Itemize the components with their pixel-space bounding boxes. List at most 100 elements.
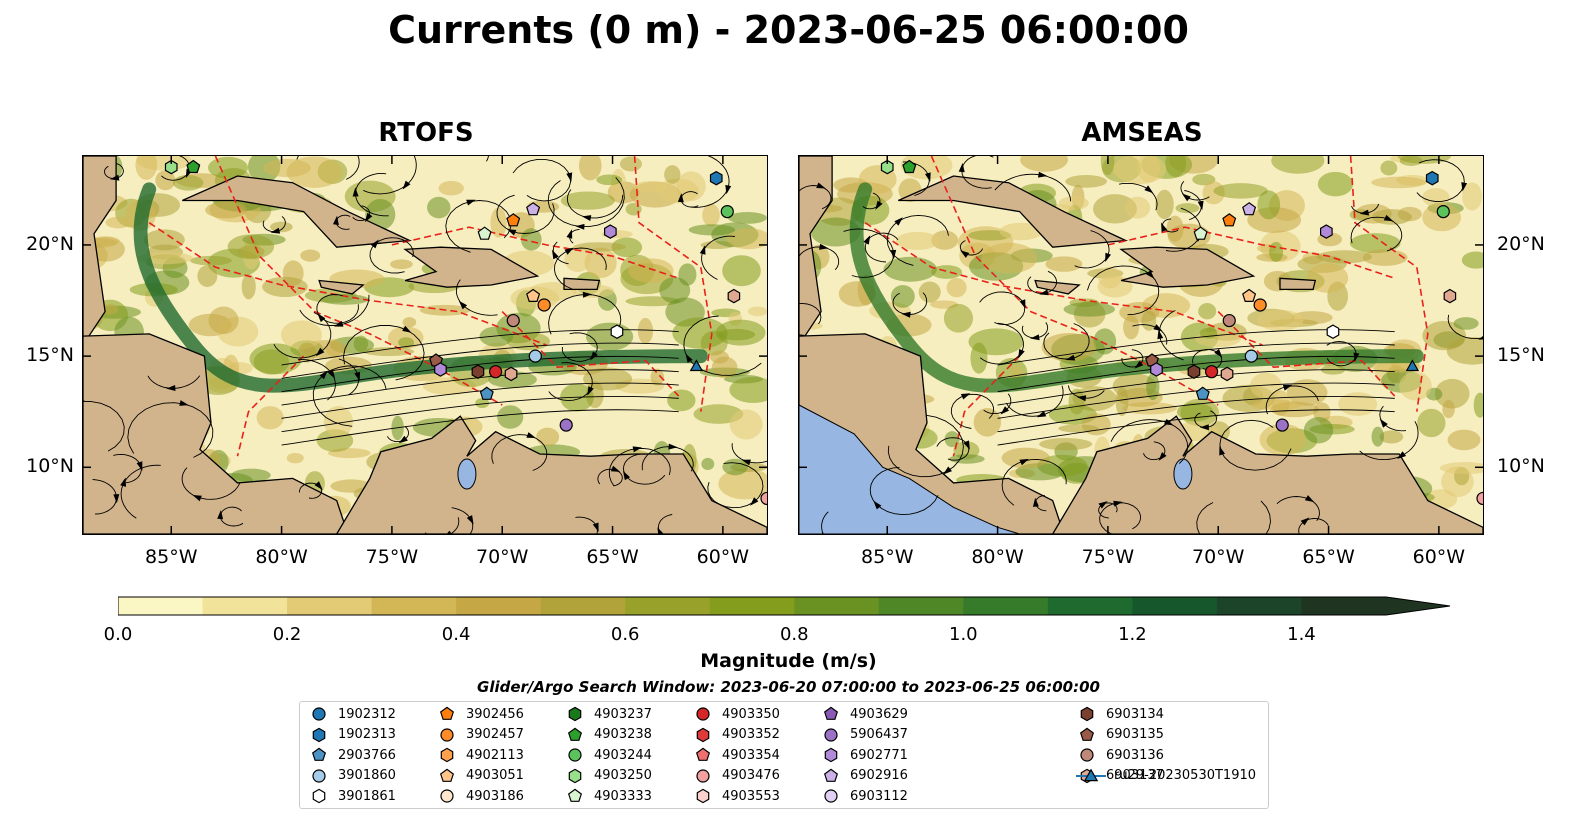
legend-marker-6903134 bbox=[1080, 706, 1094, 722]
float-marker-ru29-20230530T1910 bbox=[689, 359, 704, 372]
legend-item: 3902457 bbox=[436, 726, 524, 744]
float-marker-6903134 bbox=[1187, 364, 1201, 379]
legend-item: 4903186 bbox=[436, 787, 524, 805]
legend-label: 4903250 bbox=[594, 768, 652, 783]
legend-label: 1902312 bbox=[338, 706, 396, 722]
x-tick-panel-0: 60°W bbox=[696, 546, 750, 568]
lake-maracaibo bbox=[1173, 458, 1193, 490]
eez-boundaries bbox=[148, 156, 713, 457]
y-tick-left: 15°N bbox=[26, 344, 74, 367]
colorbar-frame bbox=[117, 596, 1451, 616]
float-marker-6903137 bbox=[1220, 366, 1234, 382]
legend-item: 6903112 bbox=[820, 787, 908, 805]
legend-marker-3901861 bbox=[312, 788, 326, 804]
float-marker-4903350 bbox=[1205, 365, 1219, 379]
float-marker-3901860 bbox=[1244, 349, 1258, 363]
eez-boundaries bbox=[864, 156, 1429, 457]
search-window-text: Glider/Argo Search Window: 2023-06-20 07… bbox=[477, 678, 1100, 696]
legend-item: 4902113 bbox=[436, 746, 524, 764]
landmass bbox=[1119, 246, 1256, 288]
legend-label: 4903333 bbox=[594, 788, 652, 804]
float-marker-4903333 bbox=[1193, 226, 1208, 240]
legend-label: 4903629 bbox=[850, 706, 908, 722]
landmass bbox=[318, 279, 365, 295]
float-marker-1902313 bbox=[709, 170, 723, 186]
landmass bbox=[182, 175, 413, 248]
border-ticks bbox=[83, 156, 767, 534]
x-tick-panel-0: 75°W bbox=[365, 546, 419, 568]
legend-item: 4903051 bbox=[436, 767, 524, 785]
float-marker-2903766 bbox=[1195, 386, 1210, 400]
colorbar-segment bbox=[540, 597, 626, 615]
float-marker-2903766 bbox=[479, 386, 494, 400]
legend-item: 4903250 bbox=[564, 767, 652, 785]
x-tick-panel-0: 70°W bbox=[475, 546, 529, 568]
float-marker-6903134 bbox=[471, 364, 485, 379]
colorbar-segment bbox=[963, 597, 1049, 615]
x-tick-panel-1: 70°W bbox=[1191, 546, 1245, 568]
colorbar-tick-label: 0.2 bbox=[272, 624, 302, 645]
landmass bbox=[83, 333, 349, 534]
legend-label: 6902916 bbox=[850, 768, 908, 783]
legend-marker-1902312 bbox=[312, 707, 326, 721]
float-marker-4903238 bbox=[186, 159, 201, 174]
colorbar-segment bbox=[456, 597, 542, 615]
pacific-ocean bbox=[799, 404, 1020, 534]
legend-label: 6902771 bbox=[850, 747, 908, 763]
legend-label: 4903237 bbox=[594, 706, 652, 722]
legend-marker-4903476 bbox=[696, 768, 710, 783]
colorbar-tick-label: 0.8 bbox=[779, 624, 809, 645]
colorbar-segment bbox=[118, 597, 204, 615]
x-tick-panel-1: 80°W bbox=[971, 546, 1024, 568]
colorbar-segment bbox=[1301, 597, 1387, 615]
legend-marker-ru29-20230530T1910 bbox=[1083, 768, 1099, 781]
legend-item: 1902313 bbox=[308, 726, 396, 744]
legend-label: ru29-20230530T1910 bbox=[1114, 768, 1257, 783]
float-marker-6903137 bbox=[727, 288, 741, 304]
legend-label: 4903354 bbox=[722, 747, 780, 763]
colorbar-tick-label: 1.4 bbox=[1287, 624, 1316, 645]
legend-item: 6903134 bbox=[1076, 705, 1164, 723]
x-tick-panel-0: 65°W bbox=[586, 546, 639, 568]
legend-label: 3902457 bbox=[466, 727, 524, 742]
colorbar-tick-label: 1.2 bbox=[1118, 624, 1147, 645]
legend-label: 4903186 bbox=[466, 788, 524, 804]
legend-label: 4902113 bbox=[466, 747, 524, 763]
legend-marker-4903333 bbox=[567, 788, 583, 802]
legend-item: 3902456 bbox=[436, 705, 524, 723]
float-marker-6903136 bbox=[506, 313, 520, 328]
float-marker-4903350 bbox=[489, 365, 503, 379]
float-marker-3902457 bbox=[1253, 298, 1267, 312]
legend-marker-4903354 bbox=[695, 747, 711, 761]
float-marker-6903137 bbox=[504, 366, 518, 382]
legend-marker-4903250 bbox=[568, 768, 582, 783]
legend-label: 6903136 bbox=[1106, 747, 1164, 763]
float-marker-6903137 bbox=[1443, 288, 1457, 304]
float-marker-3901861 bbox=[1326, 324, 1340, 339]
float-marker-3901860 bbox=[528, 349, 542, 363]
legend-item: 4903350 bbox=[692, 705, 780, 723]
y-tick-left: 10°N bbox=[26, 455, 74, 478]
landmass bbox=[83, 156, 117, 347]
legend-label: 3901860 bbox=[338, 768, 396, 783]
legend-item: 6902771 bbox=[820, 746, 908, 764]
colorbar-segment bbox=[625, 597, 711, 615]
float-marker-4903238 bbox=[902, 159, 917, 174]
x-tick-panel-0: 85°W bbox=[145, 546, 198, 568]
streamlines bbox=[83, 156, 767, 534]
float-marker-5906437 bbox=[559, 418, 573, 432]
legend-item: 6902916 bbox=[820, 767, 908, 785]
legend-item: 6903135 bbox=[1076, 726, 1164, 744]
legend-label: 4903553 bbox=[722, 788, 780, 804]
float-marker-4903476 bbox=[1476, 491, 1483, 506]
float-marker-6903136 bbox=[1222, 313, 1236, 328]
legend-marker-4903186 bbox=[440, 789, 454, 803]
border-ticks bbox=[799, 156, 1483, 534]
float-marker-4903250 bbox=[880, 159, 894, 175]
map-svg bbox=[83, 156, 767, 534]
x-tick-panel-1: 85°W bbox=[861, 546, 914, 568]
legend-item: 4903352 bbox=[692, 726, 780, 744]
x-tick-panel-0: 80°W bbox=[255, 546, 308, 568]
legend-marker-4903238 bbox=[567, 727, 583, 741]
float-marker-ru29-20230530T1910 bbox=[1405, 359, 1420, 372]
